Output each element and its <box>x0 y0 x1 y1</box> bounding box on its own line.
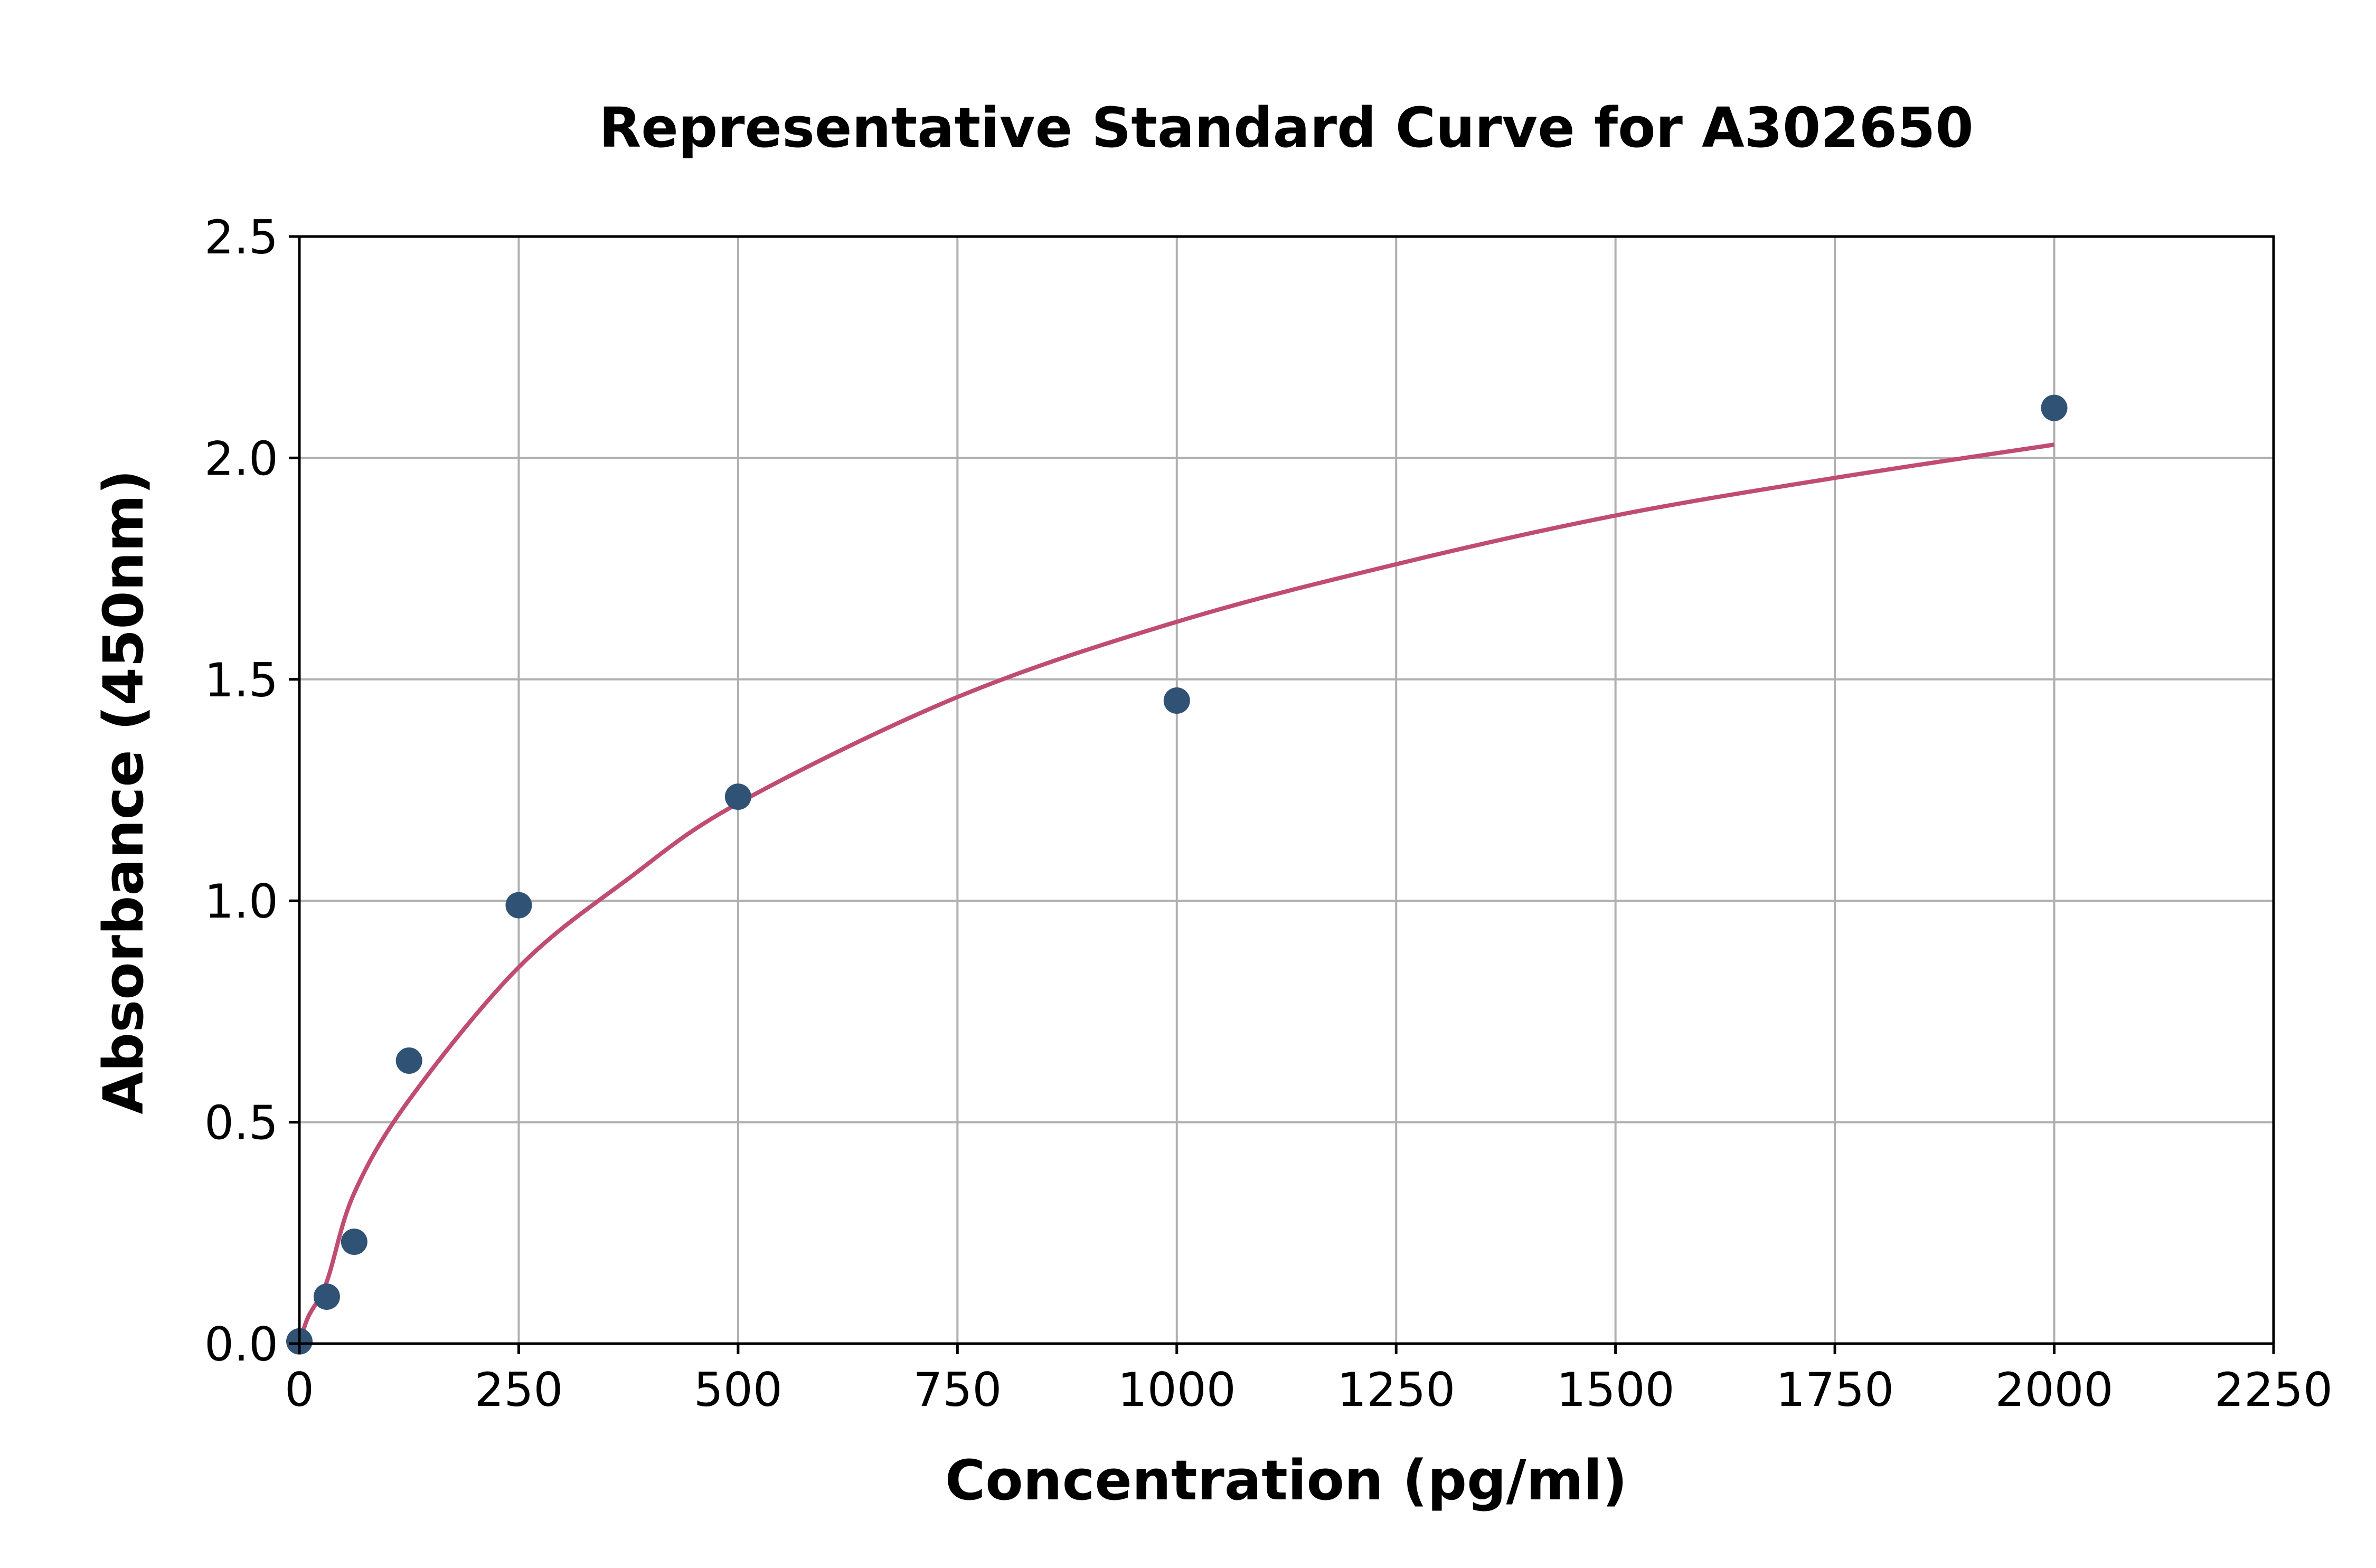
y-tick-label: 0.5 <box>204 1096 278 1150</box>
x-tick-label: 750 <box>913 1363 1002 1417</box>
points-group <box>286 394 2068 1355</box>
x-tick-label: 1000 <box>1118 1363 1236 1417</box>
y-tick-label: 2.5 <box>204 210 278 265</box>
x-tick-label: 1750 <box>1776 1363 1894 1417</box>
data-point <box>2041 394 2068 421</box>
data-point <box>724 783 751 810</box>
y-tick-label: 1.5 <box>204 653 278 707</box>
y-tick-label: 1.0 <box>204 874 278 929</box>
data-point <box>313 1283 340 1310</box>
y-axis-label: Absorbance (450nm) <box>91 469 156 1114</box>
x-tick-label: 250 <box>474 1363 563 1417</box>
x-tick-label: 1250 <box>1337 1363 1455 1417</box>
x-tick-label: 1500 <box>1557 1363 1675 1417</box>
data-point <box>1163 687 1190 714</box>
chart-title: Representative Standard Curve for A30265… <box>599 96 1974 160</box>
fit-curve-group <box>297 442 2055 1345</box>
x-tick-label: 2250 <box>2214 1363 2333 1417</box>
x-tick-label: 500 <box>694 1363 782 1417</box>
x-axis-label: Concentration (pg/ml) <box>945 1448 1627 1513</box>
ticks: 0 250 500 750 1000 1250 1500 1750 2000 2250 0.0 0.5… <box>204 210 2333 1417</box>
data-point <box>341 1229 367 1255</box>
plot-frame <box>298 235 2275 1345</box>
x-tick-label: 2000 <box>1995 1363 2114 1417</box>
fit-curve-line <box>297 442 2055 1345</box>
y-tick-label: 2.0 <box>204 431 278 486</box>
data-point <box>505 892 532 919</box>
grid <box>298 235 2275 1345</box>
x-tick-label: 0 <box>285 1363 314 1417</box>
data-point <box>395 1047 422 1074</box>
y-tick-label: 0.0 <box>204 1317 278 1372</box>
